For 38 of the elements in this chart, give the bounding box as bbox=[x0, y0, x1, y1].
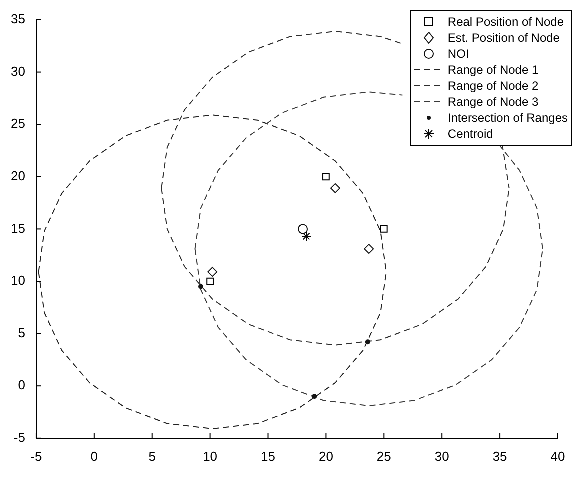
point bbox=[312, 394, 318, 400]
point bbox=[380, 226, 388, 233]
legend-label: Range of Node 3 bbox=[448, 95, 539, 109]
x-tick-label: 5 bbox=[148, 448, 156, 464]
point bbox=[365, 340, 370, 345]
point bbox=[206, 278, 214, 286]
point bbox=[302, 232, 312, 242]
y-tick-label: 20 bbox=[10, 168, 26, 184]
x-tick-label: 35 bbox=[492, 448, 508, 464]
x-tick-label: 20 bbox=[318, 448, 334, 464]
y-tick-label: -5 bbox=[14, 430, 26, 445]
y-tick-label: 35 bbox=[10, 12, 26, 27]
legend-label: NOI bbox=[448, 47, 470, 61]
legend-label: Range of Node 1 bbox=[448, 63, 539, 77]
y-tick-label: 5 bbox=[18, 325, 26, 340]
legend-label: Centroid bbox=[448, 127, 494, 141]
x-tick-label: 30 bbox=[434, 448, 450, 464]
legend-label: Intersection of Ranges bbox=[448, 111, 568, 125]
x-tick-label: -5 bbox=[30, 448, 42, 464]
point bbox=[208, 267, 218, 278]
y-tick-label: 30 bbox=[10, 64, 26, 79]
y-tick-label: 10 bbox=[10, 273, 26, 288]
point bbox=[330, 183, 340, 194]
point bbox=[322, 173, 330, 181]
x-tick-label: 25 bbox=[376, 448, 392, 464]
point bbox=[198, 284, 204, 290]
point bbox=[298, 224, 308, 234]
legend-label: Real Position of Node bbox=[448, 15, 564, 29]
y-tick-label: 25 bbox=[10, 116, 26, 132]
x-tick-label: 10 bbox=[203, 448, 218, 464]
legend-label: Est. Position of Node bbox=[448, 31, 560, 45]
point bbox=[364, 244, 374, 254]
x-tick-label: 40 bbox=[550, 448, 566, 464]
y-tick-label: 0 bbox=[18, 378, 26, 393]
legend-label: Range of Node 2 bbox=[448, 79, 539, 93]
x-tick-label: 15 bbox=[261, 448, 276, 464]
y-tick-label: 15 bbox=[10, 220, 26, 236]
x-tick-label: 0 bbox=[90, 448, 98, 464]
